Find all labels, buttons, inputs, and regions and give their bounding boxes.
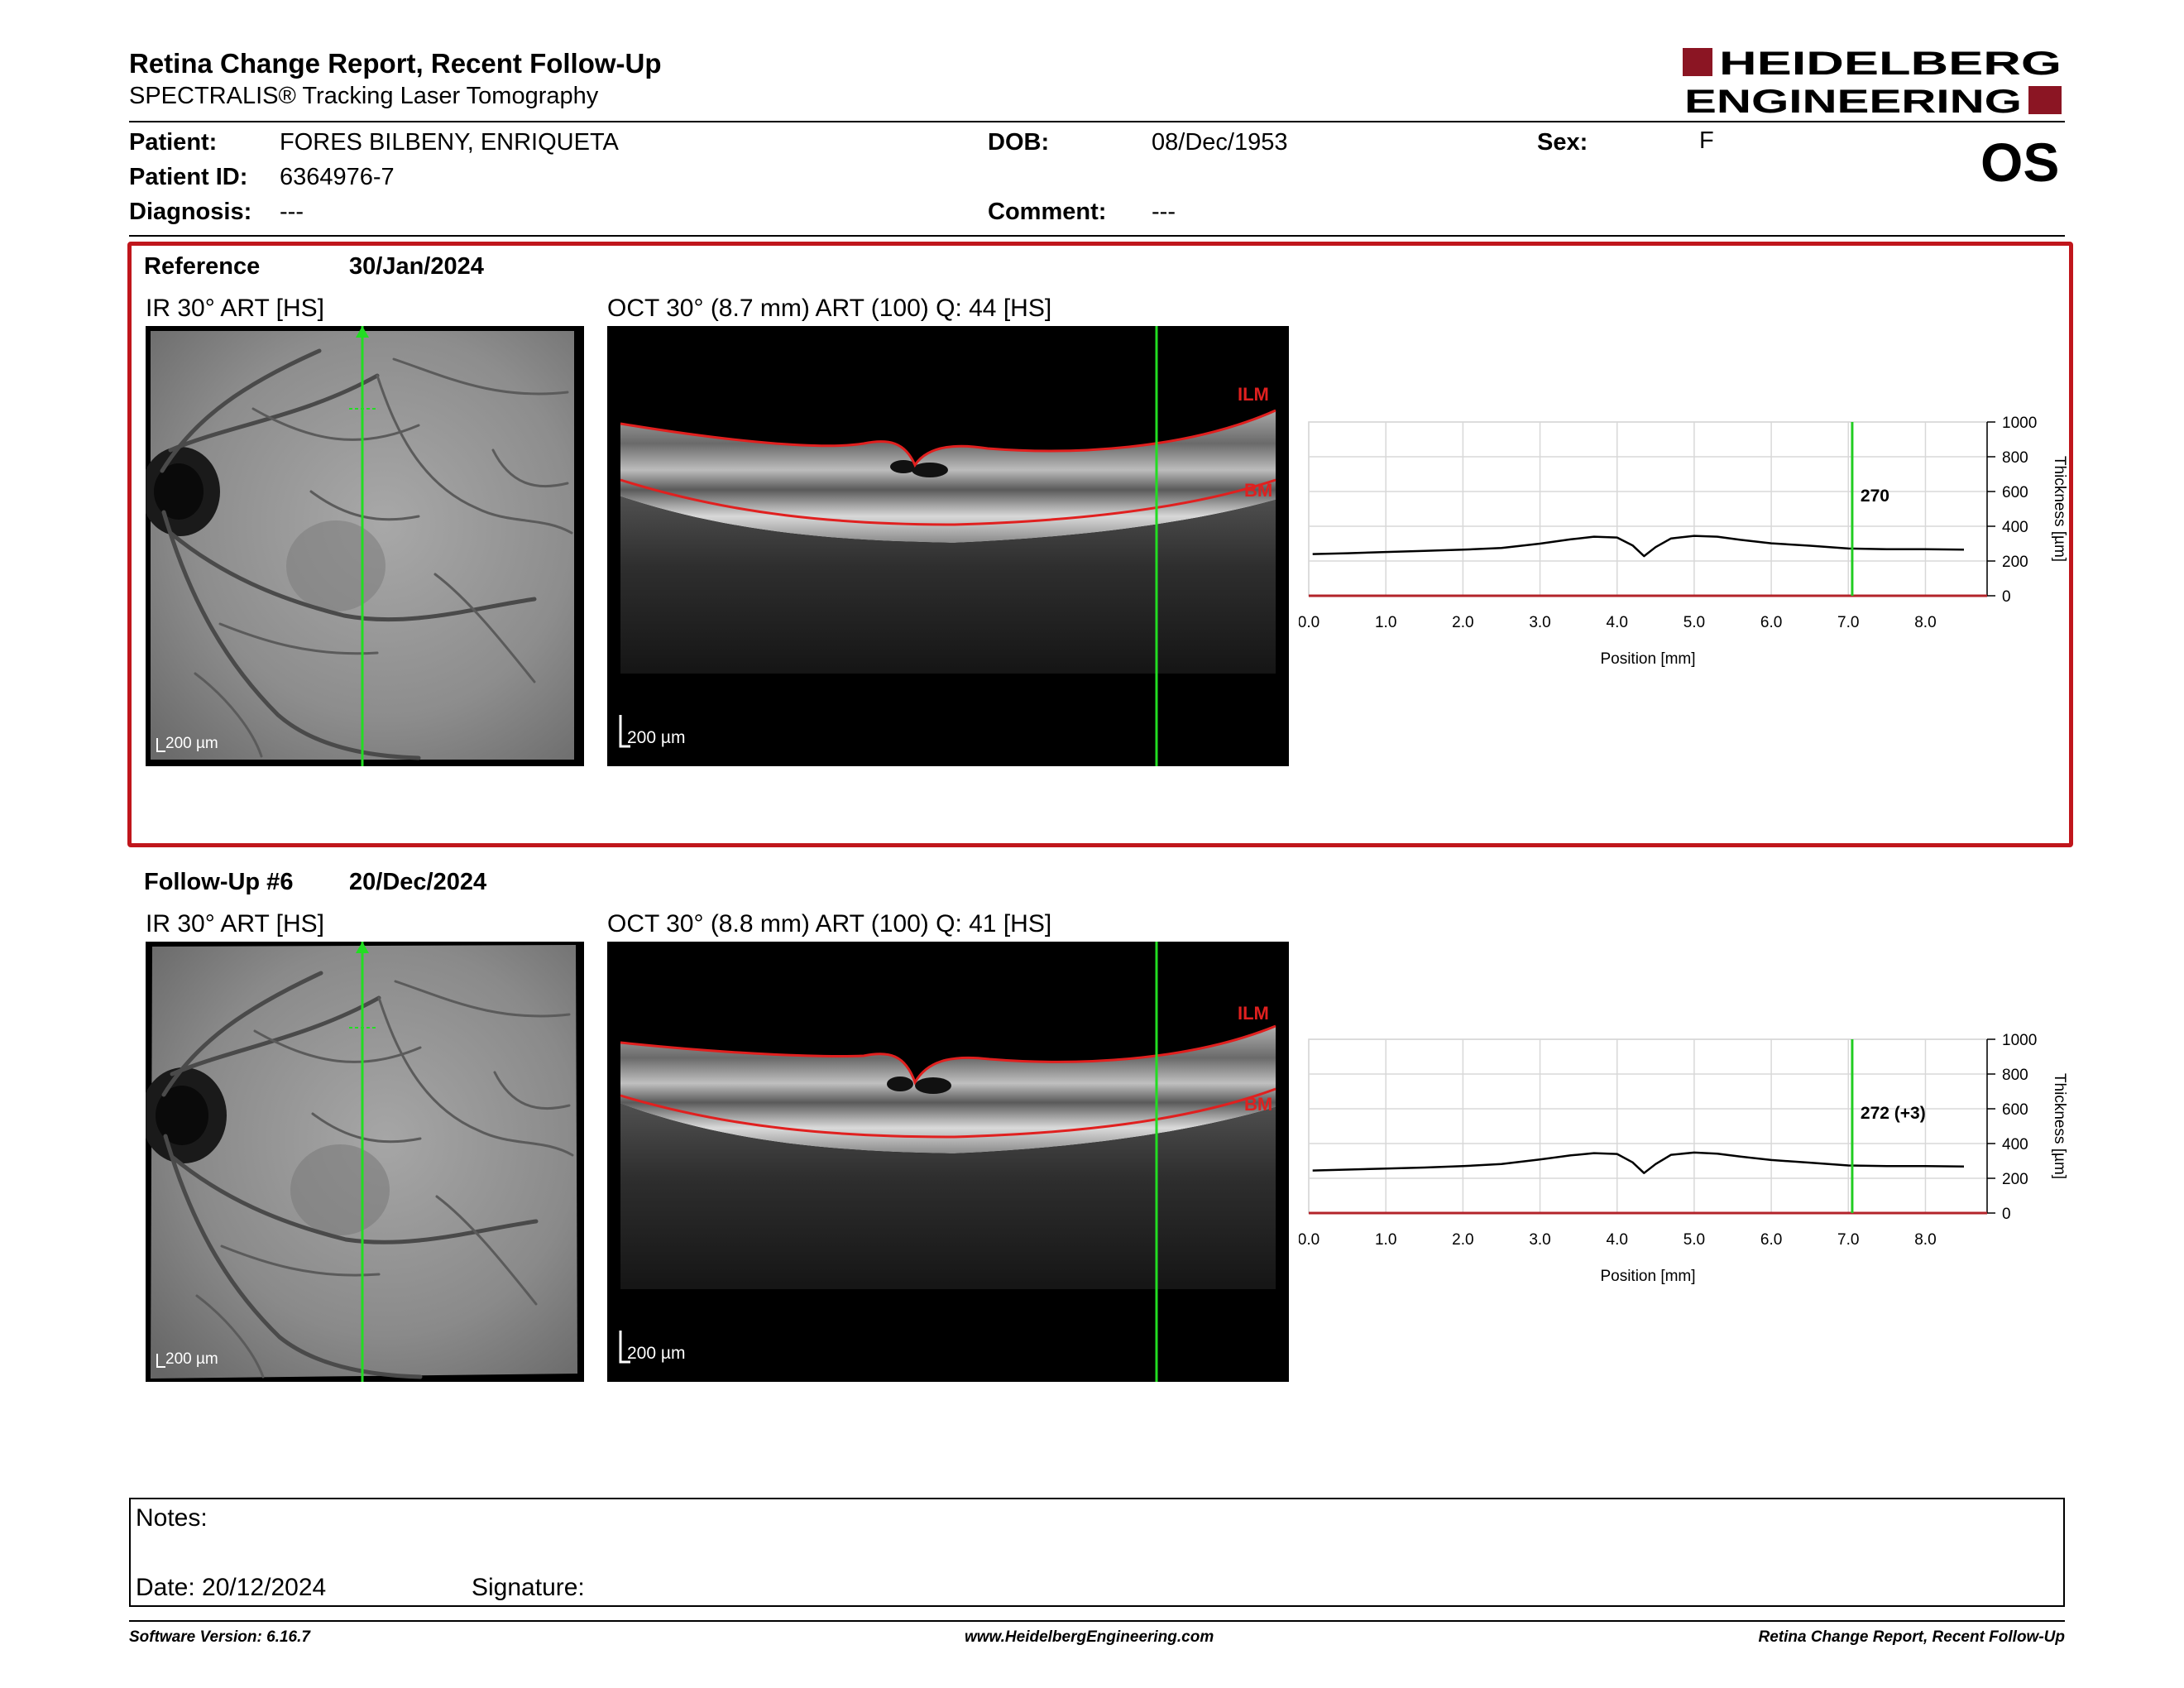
website-url: www.HeidelbergEngineering.com: [965, 1628, 1214, 1646]
followup-y-tick-label: 400: [2002, 1136, 2028, 1153]
notes-label: Notes:: [136, 1504, 208, 1532]
reference-y-tick-label: 400: [2002, 519, 2028, 536]
followup-y-tick-label: 1000: [2002, 1032, 2037, 1049]
patient-name: FORES BILBENY, ENRIQUETA: [280, 129, 619, 156]
dob-value: 08/Dec/1953: [1152, 129, 1288, 156]
diagnosis-label: Diagnosis:: [129, 199, 252, 225]
notes-date: Date: 20/12/2024: [136, 1574, 327, 1601]
followup-x-tick-label: 3.0: [1529, 1231, 1550, 1249]
followup-ir-image: 200 µm: [146, 942, 584, 1382]
svg-text:200 µm: 200 µm: [165, 735, 218, 752]
reference-marker-value: 270: [1861, 487, 1889, 506]
followup-date: 20/Dec/2024: [349, 869, 487, 895]
reference-thickness-chart: 0.0 1.0 2.0 3.0 4.0 5.0 6.0 7.0 8.0 0 200 400 600 800…: [1299, 415, 2068, 668]
heidelberg-logo: HEIDELBERG ENGINEERING: [1683, 46, 2062, 117]
reference-oct-title: OCT 30° (8.7 mm) ART (100) Q: 44 [HS]: [607, 295, 1052, 322]
svg-text:200 µm: 200 µm: [165, 1350, 218, 1368]
svg-text:ENGINEERING: ENGINEERING: [1684, 84, 2022, 117]
svg-text:200 µm: 200 µm: [627, 1344, 685, 1363]
followup-y-axis-label: Thickness [µm]: [2051, 1073, 2068, 1179]
diagnosis-value: ---: [280, 199, 304, 225]
reference-y-tick-label: 1000: [2002, 415, 2037, 432]
reference-y-tick-label: 0: [2002, 588, 2011, 606]
patient-id-value: 6364976-7: [280, 164, 395, 190]
svg-text:HEIDELBERG: HEIDELBERG: [1719, 46, 2062, 82]
reference-y-axis-label: Thickness [µm]: [2051, 456, 2068, 562]
eye-indicator: OS: [1980, 132, 2060, 193]
followup-x-tick-label: 8.0: [1914, 1231, 1936, 1249]
followup-y-tick-label: 0: [2002, 1206, 2011, 1223]
comment-label: Comment:: [988, 199, 1107, 225]
patient-id-label: Patient ID:: [129, 164, 248, 190]
svg-text:200 µm: 200 µm: [627, 728, 685, 747]
followup-x-tick-label: 2.0: [1452, 1231, 1473, 1249]
patient-divider: [129, 235, 2065, 237]
footer-divider: [129, 1620, 2065, 1622]
followup-x-tick-label: 1.0: [1375, 1231, 1396, 1249]
reference-thickness-line: [1312, 535, 1965, 558]
followup-ir-title: IR 30° ART [HS]: [146, 910, 324, 938]
footer-report-name: Retina Change Report, Recent Follow-Up: [1758, 1628, 2065, 1646]
followup-label: Follow-Up #6: [144, 869, 294, 895]
reference-x-tick-label: 3.0: [1529, 614, 1550, 631]
comment-value: ---: [1152, 199, 1176, 225]
reference-ir-title: IR 30° ART [HS]: [146, 295, 324, 322]
reference-x-tick-label: 4.0: [1607, 614, 1628, 631]
header-divider: [129, 121, 2065, 122]
sex-value: F: [1699, 127, 1714, 154]
reference-x-tick-label: 7.0: [1837, 614, 1859, 631]
reference-chart-frame: [1308, 421, 1988, 597]
reference-x-tick-label: 1.0: [1375, 614, 1396, 631]
sex-label: Sex:: [1537, 129, 1588, 156]
followup-x-tick-label: 4.0: [1607, 1231, 1628, 1249]
reference-y-tick-label: 800: [2002, 449, 2028, 467]
reference-frame: [127, 242, 2073, 847]
followup-y-tick-label: 600: [2002, 1101, 2028, 1119]
dob-label: DOB:: [988, 129, 1050, 156]
software-version: Software Version: 6.16.7: [129, 1628, 310, 1646]
reference-date: 30/Jan/2024: [349, 253, 484, 280]
reference-label: Reference: [144, 253, 261, 280]
svg-text:ILM: ILM: [1238, 1003, 1269, 1024]
followup-x-tick-label: 0.0: [1299, 1231, 1320, 1249]
reference-x-tick-label: 0.0: [1299, 614, 1320, 631]
followup-y-tick-label: 800: [2002, 1067, 2028, 1084]
followup-x-axis-label: Position [mm]: [1600, 1268, 1695, 1285]
followup-oct-title: OCT 30° (8.8 mm) ART (100) Q: 41 [HS]: [607, 910, 1052, 938]
followup-thickness-line: [1312, 1151, 1965, 1174]
followup-chart-frame: [1308, 1038, 1988, 1214]
svg-text:BM: BM: [1244, 480, 1272, 501]
reference-x-tick-label: 8.0: [1914, 614, 1936, 631]
report-title: Retina Change Report, Recent Follow-Up: [129, 48, 662, 79]
patient-label: Patient:: [129, 129, 218, 156]
followup-x-tick-label: 6.0: [1760, 1231, 1782, 1249]
followup-marker-value: 272 (+3): [1861, 1104, 1926, 1123]
svg-text:BM: BM: [1244, 1094, 1272, 1115]
report-subtitle: SPECTRALIS® Tracking Laser Tomography: [129, 83, 599, 109]
reference-x-axis-label: Position [mm]: [1600, 650, 1695, 668]
reference-x-tick-label: 2.0: [1452, 614, 1473, 631]
reference-x-tick-label: 6.0: [1760, 614, 1782, 631]
reference-oct-image: ILM BM 200 µm: [607, 326, 1289, 766]
svg-text:ILM: ILM: [1238, 384, 1269, 405]
followup-y-tick-label: 200: [2002, 1171, 2028, 1188]
followup-x-tick-label: 7.0: [1837, 1231, 1859, 1249]
reference-ir-image: 200 µm: [146, 326, 584, 766]
reference-y-tick-label: 600: [2002, 484, 2028, 501]
reference-y-tick-label: 200: [2002, 554, 2028, 571]
followup-x-tick-label: 5.0: [1684, 1231, 1705, 1249]
followup-thickness-chart: 0.0 1.0 2.0 3.0 4.0 5.0 6.0 7.0 8.0 0 200 400 600 800…: [1299, 1032, 2068, 1285]
notes-box: [129, 1498, 2065, 1607]
followup-oct-image: ILM BM 200 µm: [607, 942, 1289, 1382]
reference-x-tick-label: 5.0: [1684, 614, 1705, 631]
signature-label: Signature:: [472, 1574, 585, 1601]
